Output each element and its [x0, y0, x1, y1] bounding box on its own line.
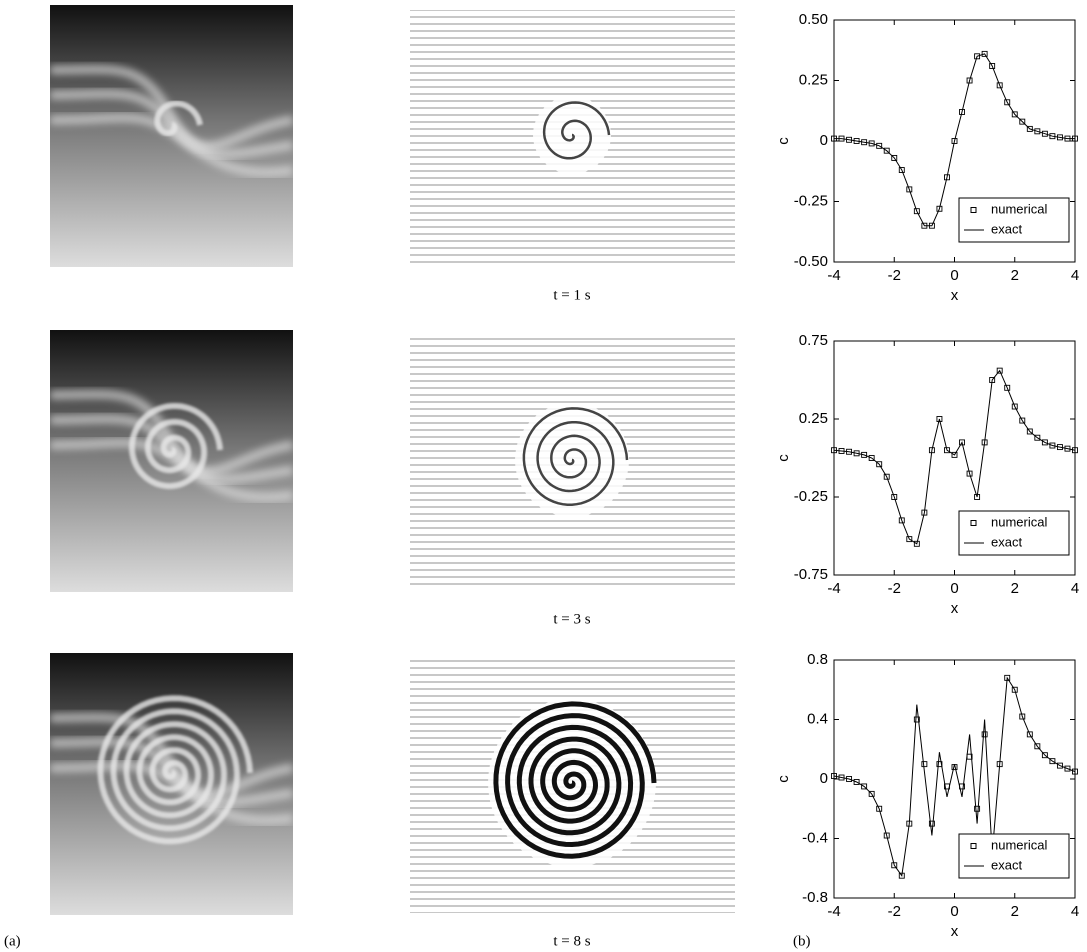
- x-tick-label: 0: [950, 267, 958, 284]
- y-tick-label: -0.8: [802, 889, 828, 906]
- y-tick-label: 0.8: [807, 651, 828, 668]
- caption: t = 8 s: [553, 933, 590, 949]
- velocity-image: [410, 658, 735, 913]
- x-tick-label: 2: [1011, 580, 1019, 597]
- concentration-image: [50, 5, 293, 267]
- panel-label: (b): [793, 933, 811, 949]
- x-axis-label: x: [951, 287, 959, 304]
- legend-label: numerical: [991, 201, 1047, 216]
- y-axis-label: c: [775, 137, 792, 145]
- caption: t = 1 s: [553, 287, 590, 303]
- y-tick-label: -0.25: [794, 488, 828, 505]
- x-tick-label: -2: [888, 903, 901, 920]
- velocity-image: [410, 10, 735, 265]
- legend-label: exact: [991, 534, 1022, 549]
- panel-label: (a): [4, 933, 21, 949]
- x-tick-label: 4: [1071, 580, 1079, 597]
- y-tick-label: -0.75: [794, 566, 828, 583]
- simulation-images: [50, 5, 735, 915]
- x-tick-label: 2: [1011, 267, 1019, 284]
- y-tick-label: -0.50: [794, 253, 828, 270]
- y-tick-label: 0: [820, 770, 828, 787]
- x-tick-label: -4: [827, 903, 840, 920]
- caption: t = 3 s: [553, 611, 590, 627]
- y-tick-label: 0.75: [799, 332, 828, 349]
- concentration-image: [50, 330, 293, 592]
- legend-label: numerical: [991, 837, 1047, 852]
- y-tick-label: -0.25: [794, 192, 828, 209]
- figure: t = 1 s t = 3 s t = 8 s (a) (b) -4 -2 0 2 4 -…: [0, 0, 1087, 952]
- data-point: [922, 762, 927, 767]
- x-tick-label: 4: [1071, 903, 1079, 920]
- y-tick-label: 0.25: [799, 71, 828, 88]
- data-point: [982, 732, 987, 737]
- x-tick-label: -4: [827, 580, 840, 597]
- x-tick-label: -4: [827, 267, 840, 284]
- y-axis-label: c: [775, 775, 792, 783]
- velocity-image: [410, 335, 735, 590]
- y-tick-label: 0.50: [799, 11, 828, 28]
- y-tick-label: 0.4: [807, 710, 828, 727]
- x-tick-label: -2: [888, 267, 901, 284]
- legend-label: numerical: [991, 514, 1047, 529]
- legend-label: exact: [991, 857, 1022, 872]
- x-tick-label: 0: [950, 580, 958, 597]
- x-tick-label: 4: [1071, 267, 1079, 284]
- y-tick-label: 0: [820, 132, 828, 149]
- x-axis-label: x: [951, 923, 959, 940]
- concentration-image: [50, 653, 293, 915]
- x-tick-label: 0: [950, 903, 958, 920]
- legend-label: exact: [991, 221, 1022, 236]
- y-tick-label: 0.25: [799, 410, 828, 427]
- y-axis-label: c: [775, 454, 792, 462]
- x-axis-label: x: [951, 600, 959, 617]
- x-tick-label: -2: [888, 580, 901, 597]
- y-tick-label: -0.4: [802, 829, 828, 846]
- x-tick-label: 2: [1011, 903, 1019, 920]
